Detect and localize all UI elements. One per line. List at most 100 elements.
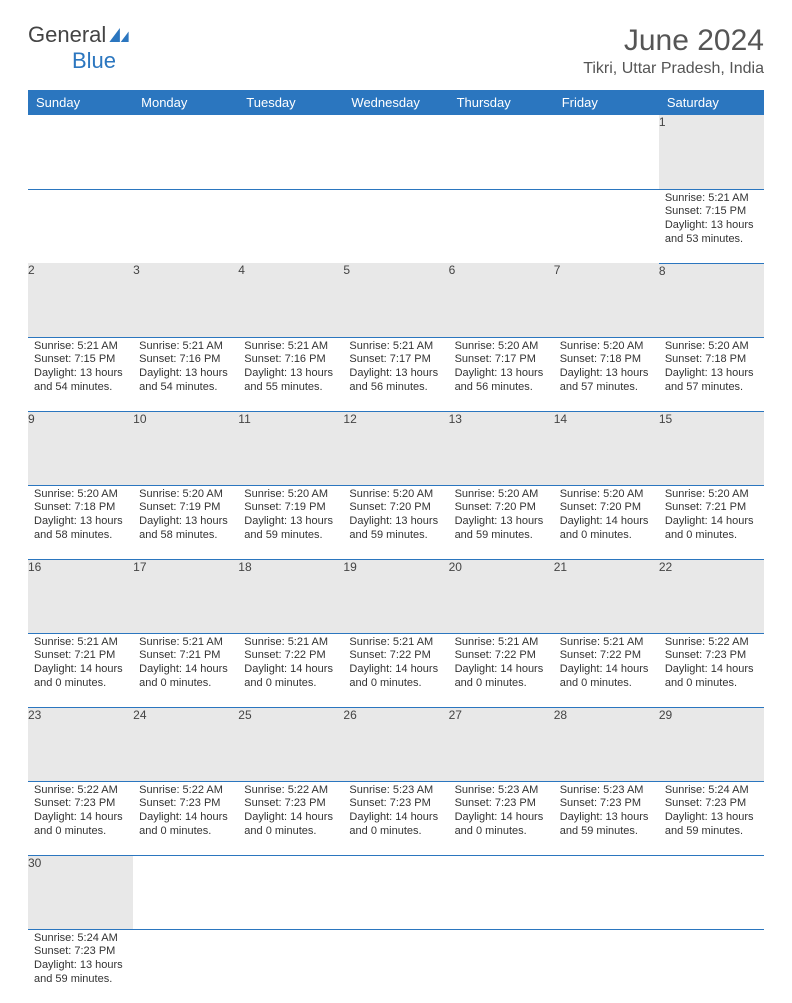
daylight-text: Daylight: 14 hours and 0 minutes. xyxy=(349,663,442,691)
day-header: Sunday xyxy=(28,90,133,115)
daylight-text: Daylight: 14 hours and 0 minutes. xyxy=(560,515,653,543)
day-cell: Sunrise: 5:20 AMSunset: 7:20 PMDaylight:… xyxy=(554,485,659,559)
sunrise-text: Sunrise: 5:21 AM xyxy=(560,636,653,650)
day-cell: Sunrise: 5:20 AMSunset: 7:21 PMDaylight:… xyxy=(659,485,764,559)
day-number xyxy=(28,115,133,189)
sunrise-text: Sunrise: 5:20 AM xyxy=(560,488,653,502)
day-cell: Sunrise: 5:20 AMSunset: 7:18 PMDaylight:… xyxy=(28,485,133,559)
sunset-text: Sunset: 7:20 PM xyxy=(455,501,548,515)
day-cell-content: Sunrise: 5:20 AMSunset: 7:17 PMDaylight:… xyxy=(449,338,554,399)
sunrise-text: Sunrise: 5:20 AM xyxy=(665,340,758,354)
sunrise-text: Sunrise: 5:21 AM xyxy=(244,636,337,650)
day-number xyxy=(343,115,448,189)
day-cell xyxy=(554,929,659,1003)
sunset-text: Sunset: 7:21 PM xyxy=(34,649,127,663)
daylight-text: Daylight: 14 hours and 0 minutes. xyxy=(244,811,337,839)
day-header: Thursday xyxy=(449,90,554,115)
week-row: Sunrise: 5:21 AMSunset: 7:15 PMDaylight:… xyxy=(28,189,764,263)
sunrise-text: Sunrise: 5:22 AM xyxy=(665,636,758,650)
day-cell-content: Sunrise: 5:22 AMSunset: 7:23 PMDaylight:… xyxy=(133,782,238,843)
daylight-text: Daylight: 14 hours and 0 minutes. xyxy=(349,811,442,839)
day-cell: Sunrise: 5:21 AMSunset: 7:22 PMDaylight:… xyxy=(238,633,343,707)
day-header: Monday xyxy=(133,90,238,115)
day-cell: Sunrise: 5:20 AMSunset: 7:20 PMDaylight:… xyxy=(343,485,448,559)
logo-sail-icon xyxy=(109,24,129,46)
day-cell-content: Sunrise: 5:22 AMSunset: 7:23 PMDaylight:… xyxy=(238,782,343,843)
day-header: Tuesday xyxy=(238,90,343,115)
daylight-text: Daylight: 13 hours and 57 minutes. xyxy=(665,367,758,395)
daylight-text: Daylight: 13 hours and 59 minutes. xyxy=(244,515,337,543)
day-cell xyxy=(133,929,238,1003)
sunrise-text: Sunrise: 5:23 AM xyxy=(455,784,548,798)
day-number: 1 xyxy=(659,115,764,189)
day-number: 7 xyxy=(554,263,659,337)
sunrise-text: Sunrise: 5:20 AM xyxy=(665,488,758,502)
sunrise-text: Sunrise: 5:22 AM xyxy=(244,784,337,798)
daylight-text: Daylight: 14 hours and 0 minutes. xyxy=(455,811,548,839)
day-header: Saturday xyxy=(659,90,764,115)
day-number: 25 xyxy=(238,707,343,781)
header: GeneralBlue June 2024 Tikri, Uttar Prade… xyxy=(28,24,764,78)
day-number: 21 xyxy=(554,559,659,633)
week-row: Sunrise: 5:21 AMSunset: 7:21 PMDaylight:… xyxy=(28,633,764,707)
sunset-text: Sunset: 7:17 PM xyxy=(455,353,548,367)
day-cell xyxy=(238,929,343,1003)
daylight-text: Daylight: 13 hours and 56 minutes. xyxy=(349,367,442,395)
daylight-text: Daylight: 13 hours and 54 minutes. xyxy=(139,367,232,395)
day-cell-content: Sunrise: 5:21 AMSunset: 7:22 PMDaylight:… xyxy=(449,634,554,695)
day-number: 6 xyxy=(449,263,554,337)
sunset-text: Sunset: 7:22 PM xyxy=(349,649,442,663)
day-cell xyxy=(133,189,238,263)
day-cell: Sunrise: 5:22 AMSunset: 7:23 PMDaylight:… xyxy=(133,781,238,855)
sunset-text: Sunset: 7:23 PM xyxy=(139,797,232,811)
week-row: Sunrise: 5:24 AMSunset: 7:23 PMDaylight:… xyxy=(28,929,764,1003)
daylight-text: Daylight: 14 hours and 0 minutes. xyxy=(244,663,337,691)
daylight-text: Daylight: 14 hours and 0 minutes. xyxy=(34,811,127,839)
day-cell: Sunrise: 5:22 AMSunset: 7:23 PMDaylight:… xyxy=(659,633,764,707)
day-number xyxy=(133,855,238,929)
sunrise-text: Sunrise: 5:20 AM xyxy=(244,488,337,502)
daylight-text: Daylight: 14 hours and 0 minutes. xyxy=(665,663,758,691)
sunset-text: Sunset: 7:18 PM xyxy=(34,501,127,515)
day-number xyxy=(449,115,554,189)
sunset-text: Sunset: 7:23 PM xyxy=(34,945,127,959)
daylight-text: Daylight: 13 hours and 59 minutes. xyxy=(349,515,442,543)
sunrise-text: Sunrise: 5:21 AM xyxy=(665,192,758,206)
day-cell-content: Sunrise: 5:23 AMSunset: 7:23 PMDaylight:… xyxy=(343,782,448,843)
sunset-text: Sunset: 7:15 PM xyxy=(665,205,758,219)
day-number: 23 xyxy=(28,707,133,781)
day-cell-content: Sunrise: 5:20 AMSunset: 7:20 PMDaylight:… xyxy=(554,486,659,547)
day-number: 11 xyxy=(238,411,343,485)
sunset-text: Sunset: 7:23 PM xyxy=(560,797,653,811)
sunrise-text: Sunrise: 5:21 AM xyxy=(349,636,442,650)
sunset-text: Sunset: 7:22 PM xyxy=(244,649,337,663)
day-number: 17 xyxy=(133,559,238,633)
sunset-text: Sunset: 7:23 PM xyxy=(244,797,337,811)
day-cell-content: Sunrise: 5:21 AMSunset: 7:21 PMDaylight:… xyxy=(133,634,238,695)
sunrise-text: Sunrise: 5:23 AM xyxy=(560,784,653,798)
daynum-row: 30 xyxy=(28,855,764,929)
sunset-text: Sunset: 7:21 PM xyxy=(139,649,232,663)
daylight-text: Daylight: 13 hours and 58 minutes. xyxy=(139,515,232,543)
sunrise-text: Sunrise: 5:21 AM xyxy=(349,340,442,354)
sunrise-text: Sunrise: 5:21 AM xyxy=(34,636,127,650)
sunset-text: Sunset: 7:22 PM xyxy=(560,649,653,663)
day-cell: Sunrise: 5:21 AMSunset: 7:15 PMDaylight:… xyxy=(659,189,764,263)
daylight-text: Daylight: 14 hours and 0 minutes. xyxy=(560,663,653,691)
day-cell: Sunrise: 5:24 AMSunset: 7:23 PMDaylight:… xyxy=(659,781,764,855)
daylight-text: Daylight: 14 hours and 0 minutes. xyxy=(139,663,232,691)
sunset-text: Sunset: 7:19 PM xyxy=(139,501,232,515)
day-header: Friday xyxy=(554,90,659,115)
day-number: 24 xyxy=(133,707,238,781)
day-cell: Sunrise: 5:24 AMSunset: 7:23 PMDaylight:… xyxy=(28,929,133,1003)
week-row: Sunrise: 5:22 AMSunset: 7:23 PMDaylight:… xyxy=(28,781,764,855)
daylight-text: Daylight: 14 hours and 0 minutes. xyxy=(34,663,127,691)
day-cell: Sunrise: 5:20 AMSunset: 7:18 PMDaylight:… xyxy=(554,337,659,411)
day-cell-content: Sunrise: 5:21 AMSunset: 7:22 PMDaylight:… xyxy=(238,634,343,695)
daynum-row: 9101112131415 xyxy=(28,411,764,485)
logo-text-1: General xyxy=(28,22,106,47)
day-number xyxy=(238,115,343,189)
day-header-row: Sunday Monday Tuesday Wednesday Thursday… xyxy=(28,90,764,115)
day-cell-content: Sunrise: 5:21 AMSunset: 7:22 PMDaylight:… xyxy=(554,634,659,695)
sunrise-text: Sunrise: 5:23 AM xyxy=(349,784,442,798)
